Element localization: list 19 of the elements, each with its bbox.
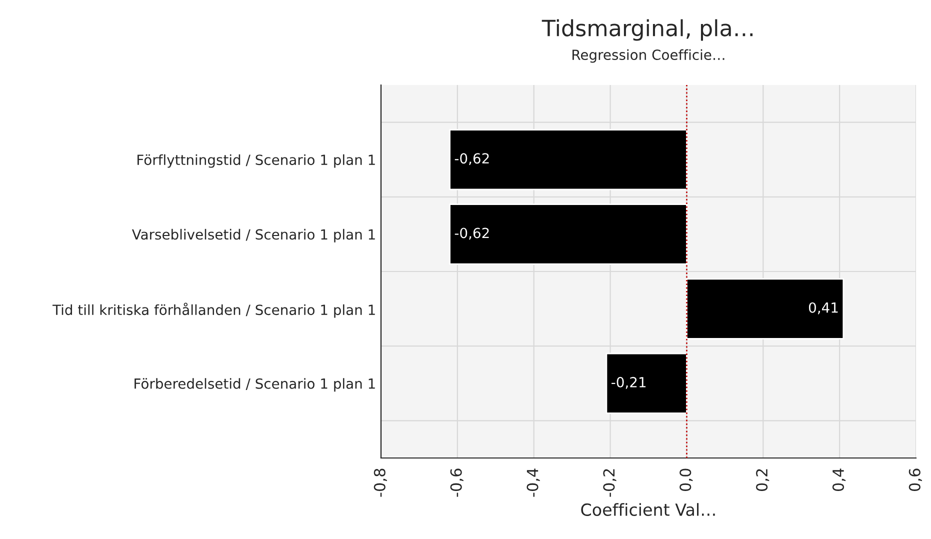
x-tick-label: -0,8 — [374, 468, 387, 497]
data-label: -0,62 — [454, 153, 489, 166]
chart-title: Tidsmarginal, pla… — [542, 19, 753, 41]
chart-subtitle: Regression Coefficie… — [572, 49, 724, 63]
y-tick-label: Förberedelsetid / Scenario 1 plan 1 — [134, 378, 375, 392]
data-label: 0,41 — [808, 302, 838, 314]
data-label: -0,21 — [612, 376, 646, 389]
x-tick-label: -0,6 — [450, 468, 464, 497]
x-axis-title: Coefficient Val… — [581, 503, 715, 516]
y-tick-label: Tid till kritiska förhållanden / Scenario 1 plan 1 — [52, 302, 375, 318]
x-tick-label: 0,2 — [756, 469, 770, 492]
y-tick-label: Varseblivelsetid / Scenario 1 plan 1 — [132, 228, 375, 242]
x-tick-label: -0,2 — [603, 469, 616, 497]
x-tick-label: -0,4 — [526, 468, 540, 497]
y-tick-label: Förflyttningstid / Scenario 1 plan 1 — [138, 154, 375, 168]
x-tick-label: 0,0 — [680, 468, 693, 492]
data-label: -0,62 — [454, 228, 489, 240]
x-tick-label: 0,6 — [908, 468, 922, 492]
x-tick-label: 0,4 — [832, 468, 846, 492]
